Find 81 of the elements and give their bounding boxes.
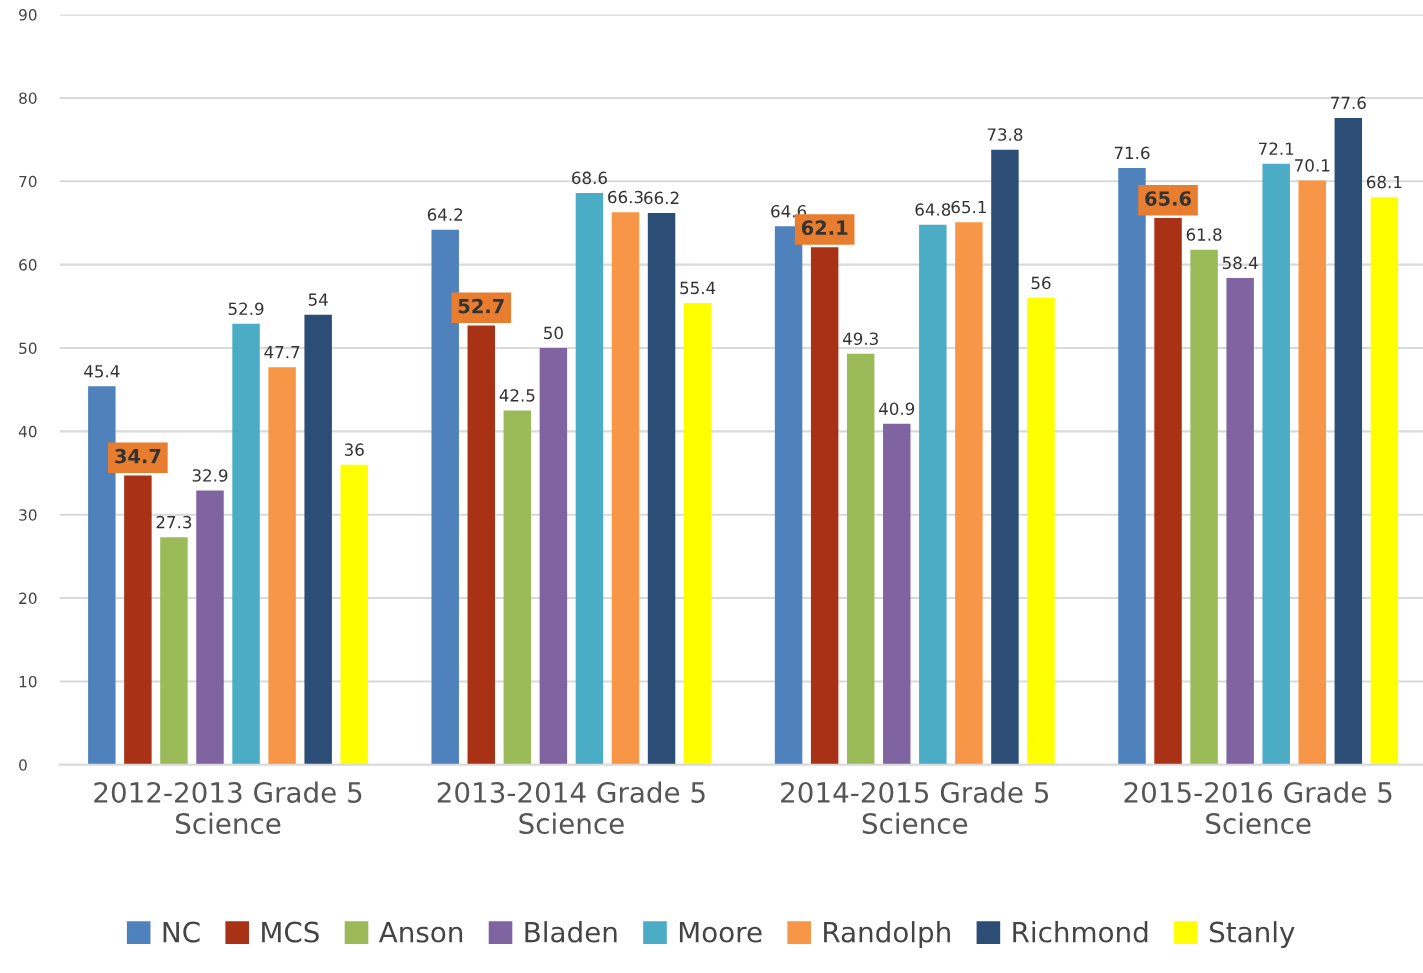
bar	[431, 229, 459, 765]
data-label: 47.7	[264, 346, 300, 359]
bar	[575, 192, 604, 765]
y-tick-label: 10	[19, 675, 37, 688]
data-label: 58.4	[1222, 256, 1258, 270]
y-tick-label: 20	[19, 592, 37, 605]
legend-label: MCS	[262, 921, 319, 943]
y-tick-label: 0	[19, 759, 27, 771]
bar	[955, 222, 983, 765]
data-label: 50	[544, 326, 563, 340]
bar	[196, 490, 224, 765]
bar	[991, 149, 1019, 765]
data-label: 65.1	[951, 200, 986, 214]
y-tick-label: 90	[19, 9, 37, 21]
data-label: 64.8	[915, 203, 951, 216]
bar	[1226, 277, 1254, 765]
data-label: 68.6	[572, 171, 607, 185]
data-label: 54	[308, 293, 328, 306]
y-tick-label: 80	[19, 92, 37, 104]
x-tick-label: 2012-2013 Grade 5 Science	[94, 781, 362, 835]
data-label: 56	[1031, 276, 1051, 290]
y-tick-label: 40	[18, 425, 37, 438]
bar	[683, 303, 712, 765]
data-label: 45.4	[84, 365, 120, 378]
x-tick-label: 2014-2015 Grade 5 Science	[781, 781, 1049, 835]
data-label: 52.9	[228, 302, 264, 316]
data-label: 62.1	[801, 220, 848, 236]
bar	[647, 212, 676, 765]
data-label: 77.6	[1331, 96, 1366, 110]
data-label: 36	[344, 443, 364, 456]
data-label: 42.5	[499, 389, 535, 402]
data-label: 32.9	[192, 469, 228, 482]
bar	[1027, 298, 1055, 765]
data-label: 66.2	[644, 191, 679, 205]
data-label: 71.6	[1114, 146, 1150, 160]
bar	[1190, 249, 1218, 765]
data-label: 68.1	[1366, 175, 1402, 189]
data-label: 64.2	[427, 208, 463, 221]
data-label: 27.3	[156, 515, 192, 529]
data-label: 61.8	[1186, 228, 1222, 241]
bar	[1334, 117, 1363, 765]
x-tick-label: 2015-2016 Grade 5 Science	[1124, 781, 1392, 835]
x-tick-label: 2013-2014 Grade 5 Science	[437, 781, 705, 835]
bar	[1370, 197, 1399, 765]
data-label: 55.4	[680, 281, 716, 295]
data-label: 52.7	[458, 298, 504, 314]
y-tick-label: 70	[19, 175, 37, 188]
y-tick-label: 50	[19, 342, 37, 355]
data-label: 66.3	[608, 190, 643, 204]
y-tick-label: 30	[19, 509, 37, 521]
bar	[160, 537, 188, 765]
bar	[846, 353, 875, 765]
legend-label: Stanly	[1209, 921, 1295, 948]
legend-label: Randolph	[824, 921, 950, 948]
legend-label: Moore	[679, 921, 762, 943]
data-label: 49.3	[842, 332, 878, 346]
bar	[1298, 180, 1326, 765]
data-label: 72.1	[1259, 142, 1294, 155]
legend-label: Richmond	[1013, 921, 1148, 943]
bar	[774, 226, 803, 765]
data-label: 34.7	[115, 448, 161, 464]
bar	[1262, 163, 1290, 765]
bar	[340, 464, 368, 765]
bar	[919, 224, 947, 765]
bar	[539, 348, 568, 765]
data-label: 40.9	[879, 402, 915, 416]
data-label: 73.8	[987, 128, 1023, 141]
bar	[611, 212, 640, 765]
data-label: 70.1	[1295, 159, 1330, 172]
data-label: 65.6	[1145, 191, 1191, 206]
bar	[304, 314, 332, 765]
bar	[1118, 167, 1146, 765]
bar	[88, 386, 116, 765]
bar	[268, 367, 296, 765]
legend-label: Anson	[378, 921, 463, 943]
legend-label: Bladen	[525, 921, 617, 943]
bar	[232, 323, 260, 765]
bar	[883, 423, 911, 765]
legend-label: NC	[163, 921, 200, 943]
bar	[503, 410, 532, 765]
y-tick-label: 60	[19, 259, 37, 271]
